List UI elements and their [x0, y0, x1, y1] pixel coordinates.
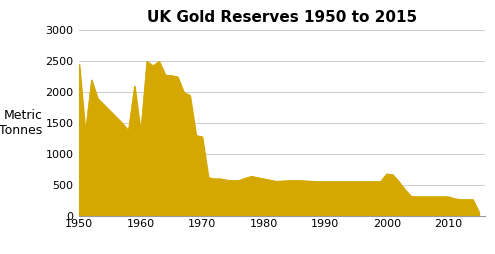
Title: UK Gold Reserves 1950 to 2015: UK Gold Reserves 1950 to 2015	[147, 10, 417, 25]
Y-axis label: Metric
Tonnes: Metric Tonnes	[0, 109, 43, 137]
